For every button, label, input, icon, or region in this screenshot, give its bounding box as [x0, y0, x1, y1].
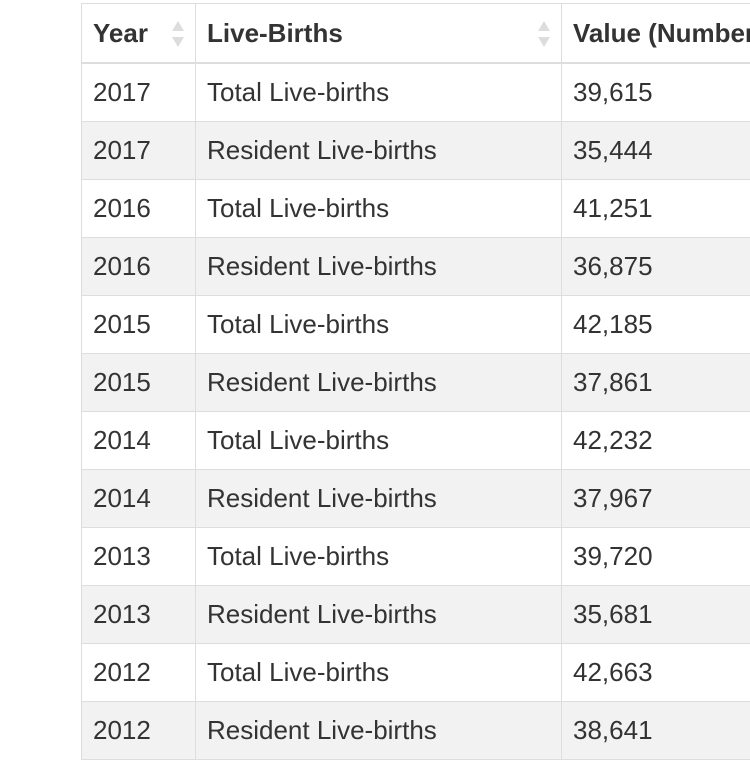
year-cell: 2013 [81, 585, 196, 644]
header-text: Value (Number) [573, 17, 750, 48]
table-row: 2017 Total Live-births 39,615 [81, 62, 750, 122]
value-cell: 35,681 [561, 585, 750, 644]
type-cell: Total Live-births [195, 62, 562, 122]
year-cell: 2017 [81, 121, 196, 180]
year-cell: 2015 [81, 295, 196, 354]
sort-icon [538, 21, 550, 47]
year-cell: 2014 [81, 411, 196, 470]
table-row: 2012 Resident Live-births 38,641 [81, 701, 750, 760]
data-table: Year Live-Births Value (Number) 2017 Tota… [81, 3, 750, 760]
type-cell: Total Live-births [195, 411, 562, 470]
value-cell: 39,615 [561, 62, 750, 122]
sort-icon [172, 21, 184, 47]
value-cell: 35,444 [561, 121, 750, 180]
year-cell: 2012 [81, 701, 196, 760]
table-body: 2017 Total Live-births 39,615 2017 Resident … [81, 62, 750, 760]
type-cell: Total Live-births [195, 527, 562, 586]
value-cell: 37,861 [561, 353, 750, 412]
value-cell: 38,641 [561, 701, 750, 760]
type-cell: Resident Live-births [195, 237, 562, 296]
type-cell: Resident Live-births [195, 469, 562, 528]
type-cell: Resident Live-births [195, 121, 562, 180]
value-header[interactable]: Value (Number) [561, 3, 750, 64]
value-cell: 39,720 [561, 527, 750, 586]
type-cell: Total Live-births [195, 643, 562, 702]
value-cell: 42,663 [561, 643, 750, 702]
type-cell: Total Live-births [195, 179, 562, 238]
year-cell: 2012 [81, 643, 196, 702]
type-cell: Resident Live-births [195, 585, 562, 644]
type-cell: Resident Live-births [195, 353, 562, 412]
year-cell: 2017 [81, 62, 196, 122]
type-cell: Resident Live-births [195, 701, 562, 760]
table-row: 2014 Total Live-births 42,232 [81, 411, 750, 470]
header-text: Year [93, 17, 148, 48]
year-cell: 2013 [81, 527, 196, 586]
table-row: 2015 Resident Live-births 37,861 [81, 353, 750, 412]
table-row: 2015 Total Live-births 42,185 [81, 295, 750, 354]
table-row: 2014 Resident Live-births 37,967 [81, 469, 750, 528]
value-cell: 36,875 [561, 237, 750, 296]
value-cell: 41,251 [561, 179, 750, 238]
year-cell: 2015 [81, 353, 196, 412]
value-cell: 42,232 [561, 411, 750, 470]
header-text: Live-Births [207, 17, 343, 48]
year-cell: 2016 [81, 179, 196, 238]
header-row: Year Live-Births Value (Number) [81, 3, 750, 64]
year-header[interactable]: Year [81, 3, 196, 64]
value-cell: 37,967 [561, 469, 750, 528]
table-row: 2013 Total Live-births 39,720 [81, 527, 750, 586]
table-row: 2016 Total Live-births 41,251 [81, 179, 750, 238]
table-row: 2016 Resident Live-births 36,875 [81, 237, 750, 296]
table-row: 2012 Total Live-births 42,663 [81, 643, 750, 702]
table-row: 2013 Resident Live-births 35,681 [81, 585, 750, 644]
live-births-header[interactable]: Live-Births [195, 3, 562, 64]
type-cell: Total Live-births [195, 295, 562, 354]
year-cell: 2014 [81, 469, 196, 528]
value-cell: 42,185 [561, 295, 750, 354]
table-row: 2017 Resident Live-births 35,444 [81, 121, 750, 180]
year-cell: 2016 [81, 237, 196, 296]
